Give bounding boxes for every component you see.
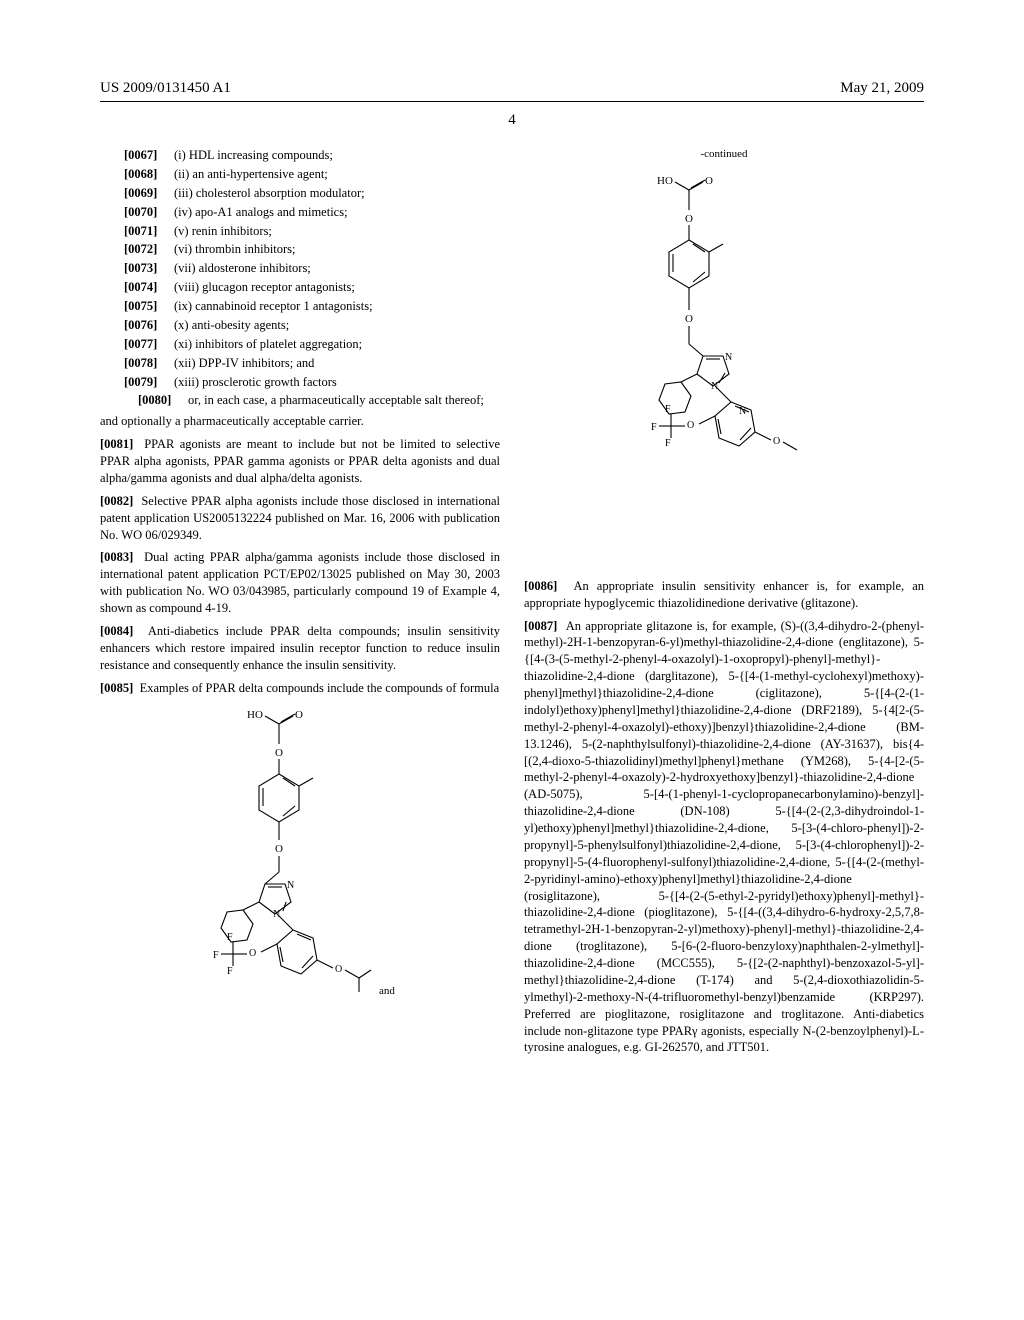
para-num: [0082] [100, 494, 133, 508]
para-num: [0083] [100, 550, 133, 564]
list-item: [0073](vii) aldosterone inhibitors; [100, 260, 500, 277]
publication-date: May 21, 2009 [840, 80, 924, 97]
svg-text:O: O [275, 747, 283, 759]
list-item: [0079](xiii) prosclerotic growth factors [100, 374, 500, 391]
chem-structure-left: HO O O O [195, 704, 405, 1084]
list-text: (xiii) prosclerotic growth factors [174, 374, 500, 391]
svg-text:HO: HO [247, 709, 263, 721]
para-0086: [0086] An appropriate insulin sensitivit… [524, 578, 924, 612]
list-text: (i) HDL increasing compounds; [174, 147, 500, 164]
para-num: [0084] [100, 624, 133, 638]
svg-text:F: F [227, 932, 233, 943]
para-0084: [0084] Anti-diabetics include PPAR delta… [100, 623, 500, 674]
list-item: [0074](viii) glucagon receptor antagonis… [100, 279, 500, 296]
para-num: [0069] [124, 185, 174, 202]
para-num: [0080] [138, 392, 188, 409]
chem-structure-right: HO O O O N [609, 170, 839, 570]
para-num: [0079] [124, 374, 174, 391]
list-text: (iv) apo-A1 analogs and mimetics; [174, 204, 500, 221]
para-0085: [0085] Examples of PPAR delta compounds … [100, 680, 500, 697]
para-num: [0074] [124, 279, 174, 296]
para-num: [0071] [124, 223, 174, 240]
svg-text:F: F [213, 950, 219, 961]
list-text: or, in each case, a pharmaceutically acc… [188, 392, 500, 409]
list-text: (iii) cholesterol absorption modulator; [174, 185, 500, 202]
left-column: [0067](i) HDL increasing compounds;[0068… [100, 147, 500, 1092]
svg-text:O: O [335, 964, 342, 975]
svg-text:N: N [739, 406, 746, 417]
page-number: 4 [100, 112, 924, 129]
para-num: [0076] [124, 317, 174, 334]
para-num: [0068] [124, 166, 174, 183]
para-num: [0072] [124, 241, 174, 258]
list-item: [0068](ii) an anti-hypertensive agent; [100, 166, 500, 183]
para-0081: [0081] PPAR agonists are meant to includ… [100, 436, 500, 487]
svg-text:O: O [685, 313, 693, 325]
para-num: [0070] [124, 204, 174, 221]
list-text: (viii) glucagon receptor antagonists; [174, 279, 500, 296]
svg-text:N: N [725, 352, 732, 363]
list-text: (vii) aldosterone inhibitors; [174, 260, 500, 277]
list-item: [0070](iv) apo-A1 analogs and mimetics; [100, 204, 500, 221]
fig-and-label: and [379, 985, 395, 997]
list-text: (ii) an anti-hypertensive agent; [174, 166, 500, 183]
svg-text:O: O [773, 436, 780, 447]
svg-text:N: N [711, 381, 718, 392]
list-item: [0077](xi) inhibitors of platelet aggreg… [100, 336, 500, 353]
page-header: US 2009/0131450 A1 May 21, 2009 [100, 80, 924, 102]
two-column-layout: [0067](i) HDL increasing compounds;[0068… [100, 147, 924, 1092]
para-text: An appropriate insulin sensitivity enhan… [524, 579, 924, 610]
list-text: (x) anti-obesity agents; [174, 317, 500, 334]
para-text: Dual acting PPAR alpha/gamma agonists in… [100, 550, 500, 615]
list-item: [0071](v) renin inhibitors; [100, 223, 500, 240]
list-text: (ix) cannabinoid receptor 1 antagonists; [174, 298, 500, 315]
svg-text:O: O [275, 843, 283, 855]
svg-text:N: N [273, 909, 280, 920]
svg-text:O: O [705, 175, 713, 187]
numbered-list: [0067](i) HDL increasing compounds;[0068… [100, 147, 500, 409]
carrier-line: and optionally a pharmaceutically accept… [100, 413, 500, 430]
list-text: (xii) DPP-IV inhibitors; and [174, 355, 500, 372]
svg-text:F: F [665, 404, 671, 415]
para-num: [0075] [124, 298, 174, 315]
list-item: [0080]or, in each case, a pharmaceutical… [100, 392, 500, 409]
para-text: Selective PPAR alpha agonists include th… [100, 494, 500, 542]
continued-label: -continued [524, 147, 924, 162]
para-num: [0086] [524, 579, 557, 593]
para-num: [0085] [100, 681, 133, 695]
list-item: [0076](x) anti-obesity agents; [100, 317, 500, 334]
list-item: [0078](xii) DPP-IV inhibitors; and [100, 355, 500, 372]
list-item: [0072](vi) thrombin inhibitors; [100, 241, 500, 258]
para-0082: [0082] Selective PPAR alpha agonists inc… [100, 493, 500, 544]
para-text: Anti-diabetics include PPAR delta compou… [100, 624, 500, 672]
svg-text:O: O [295, 709, 303, 721]
svg-text:O: O [687, 420, 694, 431]
para-num: [0078] [124, 355, 174, 372]
para-num: [0073] [124, 260, 174, 277]
para-text: An appropriate glitazone is, for example… [524, 619, 924, 1055]
svg-text:O: O [685, 213, 693, 225]
svg-text:N: N [287, 880, 294, 891]
svg-text:F: F [665, 438, 671, 449]
para-text: PPAR agonists are meant to include but n… [100, 437, 500, 485]
right-column: -continued HO O O O [524, 147, 924, 1092]
svg-text:F: F [651, 422, 657, 433]
publication-number: US 2009/0131450 A1 [100, 80, 231, 97]
list-text: (vi) thrombin inhibitors; [174, 241, 500, 258]
para-num: [0067] [124, 147, 174, 164]
list-text: (xi) inhibitors of platelet aggregation; [174, 336, 500, 353]
para-text: Examples of PPAR delta compounds include… [140, 681, 500, 695]
svg-text:F: F [227, 966, 233, 977]
para-num: [0081] [100, 437, 133, 451]
para-num: [0077] [124, 336, 174, 353]
list-text: (v) renin inhibitors; [174, 223, 500, 240]
svg-text:HO: HO [657, 175, 673, 187]
list-item: [0069](iii) cholesterol absorption modul… [100, 185, 500, 202]
para-0087: [0087] An appropriate glitazone is, for … [524, 618, 924, 1057]
list-item: [0075](ix) cannabinoid receptor 1 antago… [100, 298, 500, 315]
para-0083: [0083] Dual acting PPAR alpha/gamma agon… [100, 549, 500, 617]
list-item: [0067](i) HDL increasing compounds; [100, 147, 500, 164]
svg-text:O: O [249, 948, 256, 959]
para-num: [0087] [524, 619, 557, 633]
